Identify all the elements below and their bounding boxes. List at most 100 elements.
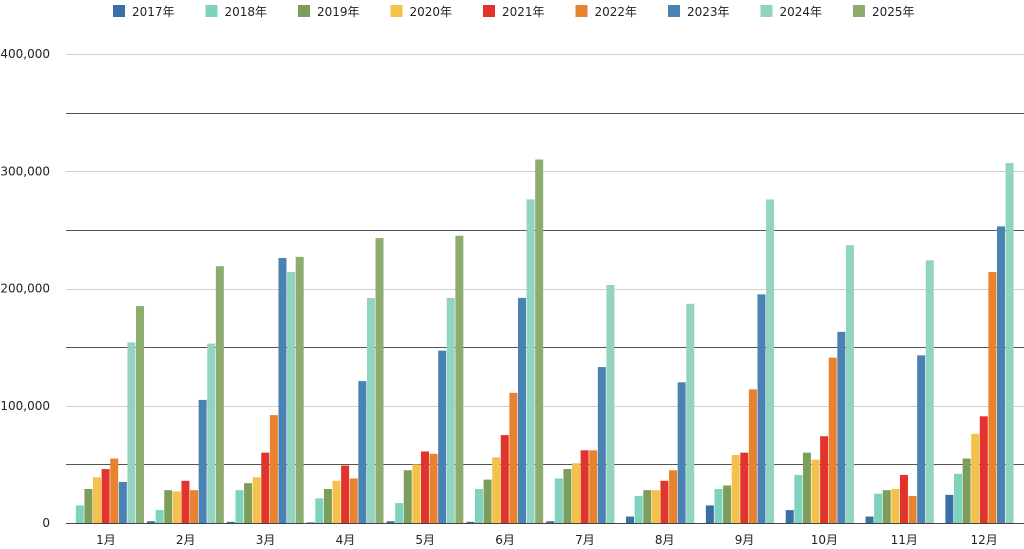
bar [526,199,535,523]
bar [820,436,829,523]
x-tick-label: 3月 [256,533,276,547]
bar [332,480,341,523]
bar [172,491,181,523]
bar [546,521,555,523]
bar [181,480,190,523]
bar [828,357,837,523]
y-tick-label: 100,000 [0,399,50,413]
legend-label: 2025年 [872,5,915,19]
bar [572,463,581,523]
bar [215,266,224,523]
bar [75,505,84,523]
bar [147,521,156,523]
bar [287,272,296,523]
bar [705,505,714,523]
bar [714,489,723,523]
legend-label: 2017年 [132,5,175,19]
bar [235,490,244,523]
bar [669,470,678,523]
bar [483,479,492,523]
bar [988,272,997,523]
x-tick-label: 1月 [96,533,116,547]
bar [723,485,732,523]
x-tick-label: 9月 [735,533,755,547]
bar [306,522,315,523]
bar [686,303,695,523]
legend-swatch [298,5,310,17]
bar [535,159,544,523]
bar [899,474,908,523]
bar [366,297,375,523]
bar [785,510,794,523]
bar [101,469,110,523]
bar [110,458,119,523]
bar [845,245,854,523]
bar [429,453,438,523]
bar [155,510,164,523]
x-tick-label: 12月 [970,533,997,547]
bar [945,494,954,523]
bar [93,477,102,523]
bar [207,343,216,523]
y-axis: 0 100,000 200,000 300,000 400,000 [0,47,50,530]
bar [748,389,757,523]
bar [474,489,483,523]
x-tick-label: 7月 [575,533,595,547]
bar [811,459,820,523]
bar [341,465,350,523]
bar [794,474,803,523]
bar [386,521,395,523]
legend-label: 2019年 [317,5,360,19]
bar [226,521,235,523]
bar [500,435,509,523]
x-tick-label: 4月 [336,533,356,547]
bar [597,367,606,523]
bar [269,415,278,523]
legend-swatch [575,5,588,17]
bar [554,478,563,523]
bar [563,469,572,523]
bar [358,381,367,523]
bar [1005,163,1014,524]
bar [118,481,127,523]
bar [731,455,740,523]
bar [438,350,447,523]
bar [606,284,615,523]
bar [677,382,686,523]
y-tick-label: 300,000 [0,164,50,178]
bar [589,450,598,523]
bar [375,238,384,523]
bar [295,256,304,523]
legend-label: 2023年 [687,5,730,19]
legend-swatch [853,5,865,17]
x-tick-label: 6月 [495,533,515,547]
x-tick-label: 10月 [811,533,838,547]
bar [127,342,136,523]
x-tick-label: 11月 [891,533,918,547]
x-tick-label: 8月 [655,533,675,547]
bar [651,490,660,523]
bar [865,516,874,523]
legend-label: 2018年 [225,5,268,19]
bar [626,516,635,523]
bar [917,355,926,523]
bars [66,159,1024,524]
legend-label: 2020年 [410,5,453,19]
bar [136,306,145,523]
bar [891,489,900,523]
bar [740,452,749,523]
bar [802,452,811,523]
bar [757,294,766,523]
bar [962,458,971,523]
legend-label: 2021年 [502,5,545,19]
bar [84,489,93,523]
bar [403,470,412,523]
legend-label: 2024年 [780,5,823,19]
bar [634,496,643,523]
bar [660,480,669,523]
bar [164,490,173,523]
bar [395,503,404,523]
x-tick-label: 2月 [176,533,196,547]
y-tick-label: 200,000 [0,282,50,296]
